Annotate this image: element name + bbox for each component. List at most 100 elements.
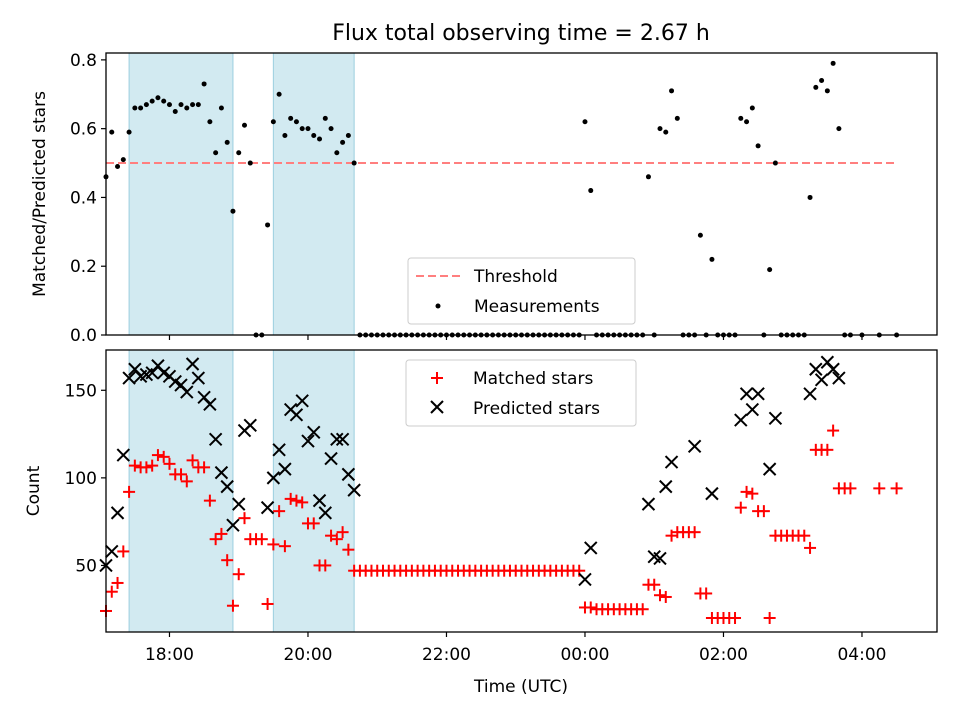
predicted-star-point — [832, 371, 846, 385]
predicted-star-point — [272, 443, 286, 457]
bottom-y-axis-label: Count — [24, 465, 44, 516]
cross-b — [116, 448, 131, 462]
measurement-point — [120, 157, 126, 163]
matched-star-point — [734, 501, 747, 514]
top-y-tick-label: 0.0 — [70, 326, 97, 346]
predicted-star-point — [295, 394, 309, 408]
measurement-point — [161, 98, 167, 104]
cross-b — [647, 549, 661, 564]
measurement-point — [178, 102, 184, 108]
cross-b — [659, 479, 673, 494]
predicted-star-point — [318, 506, 332, 520]
matched-star-point — [180, 475, 193, 488]
cross-b — [191, 371, 206, 385]
bottom-y-tick-label: 150 — [65, 381, 97, 401]
cross-b — [324, 451, 338, 466]
predicted-star-point — [116, 448, 131, 462]
chart-title: Flux total observing time = 2.67 h — [332, 21, 710, 46]
measurement-point — [819, 78, 825, 84]
predicted-star-point — [214, 465, 229, 480]
cross-b — [803, 387, 817, 401]
cross-b — [220, 479, 234, 494]
predicted-star-point — [739, 387, 754, 401]
measurement-point — [744, 119, 750, 125]
top-x-ticks — [168, 335, 863, 340]
predicted-star-point — [751, 387, 765, 401]
matched-star-point — [890, 482, 903, 495]
measurement-point — [247, 160, 253, 166]
measurement-point — [657, 126, 663, 132]
predicted-star-point — [659, 479, 673, 494]
bottom-axes-frame — [105, 349, 938, 633]
cross-b — [751, 387, 765, 401]
measurement-point — [149, 98, 155, 104]
measurement-point — [669, 88, 675, 94]
measurement-point — [674, 115, 680, 121]
cross-b — [289, 408, 304, 422]
matched-star-point — [267, 538, 280, 551]
measurement-point — [582, 119, 588, 125]
predicted-star-point — [814, 373, 829, 387]
matched-star-point — [307, 517, 320, 530]
predicted-star-point — [289, 408, 304, 422]
predicted-star-point — [122, 371, 136, 385]
measurement-point — [195, 102, 201, 108]
bottom-legend: Matched stars Predicted stars — [405, 359, 637, 427]
predicted-star-point — [203, 397, 217, 412]
shaded-interval-1 — [128, 349, 234, 633]
predicted-star-point — [584, 541, 598, 555]
measurement-point — [218, 105, 224, 111]
cross-b — [266, 471, 281, 485]
measurement-point — [697, 232, 703, 238]
cross-b — [705, 486, 719, 501]
matched-star-point — [336, 526, 349, 539]
predicted-star-point — [734, 413, 748, 427]
measurement-point — [172, 108, 178, 114]
measurement-point — [270, 119, 276, 125]
cross-b — [745, 402, 760, 417]
cross-b — [295, 394, 309, 408]
measurement-point — [305, 126, 311, 132]
predicted-star-point — [803, 387, 817, 401]
cross-b — [809, 362, 823, 376]
predicted-star-point — [232, 497, 246, 511]
legend-measurements-swatch — [435, 303, 441, 309]
measurement-point — [772, 160, 778, 166]
measurement-point — [138, 105, 144, 111]
matched-star-point — [226, 599, 239, 612]
cross-b — [203, 397, 217, 412]
predicted-star-point — [266, 471, 281, 485]
cross-b — [214, 465, 229, 480]
cross-b — [641, 497, 656, 511]
matched-star-point — [232, 568, 245, 581]
matched-star-point — [729, 611, 742, 624]
top-panel: 0.00.20.40.60.8 Matched/Predicted stars … — [30, 51, 938, 346]
cross-b — [578, 572, 592, 587]
cross-b — [301, 434, 315, 448]
predicted-star-point — [641, 497, 656, 511]
predicted-star-point — [347, 483, 361, 497]
cross-b — [341, 467, 356, 482]
matched-star-point — [290, 494, 303, 507]
matched-star-point — [203, 494, 216, 507]
measurement-point — [265, 222, 271, 228]
cross-b — [826, 362, 840, 376]
matched-star-point — [105, 585, 118, 598]
cross-b — [814, 373, 829, 387]
cross-b — [820, 355, 835, 369]
predicted-star-point — [664, 455, 679, 469]
cross-b — [197, 390, 211, 404]
measurement-point — [190, 102, 196, 108]
cross-b — [734, 413, 748, 427]
measurement-point — [201, 81, 207, 87]
matched-star-point — [648, 578, 661, 591]
predicted-star-point — [768, 411, 783, 426]
measurement-point — [824, 88, 830, 94]
measurement-point — [836, 126, 842, 132]
cross-b — [180, 385, 194, 399]
cross-b — [272, 443, 286, 457]
measurement-point — [738, 115, 744, 121]
matched-star-point — [342, 543, 355, 556]
measurement-point — [230, 208, 236, 214]
cross-b — [185, 357, 200, 371]
